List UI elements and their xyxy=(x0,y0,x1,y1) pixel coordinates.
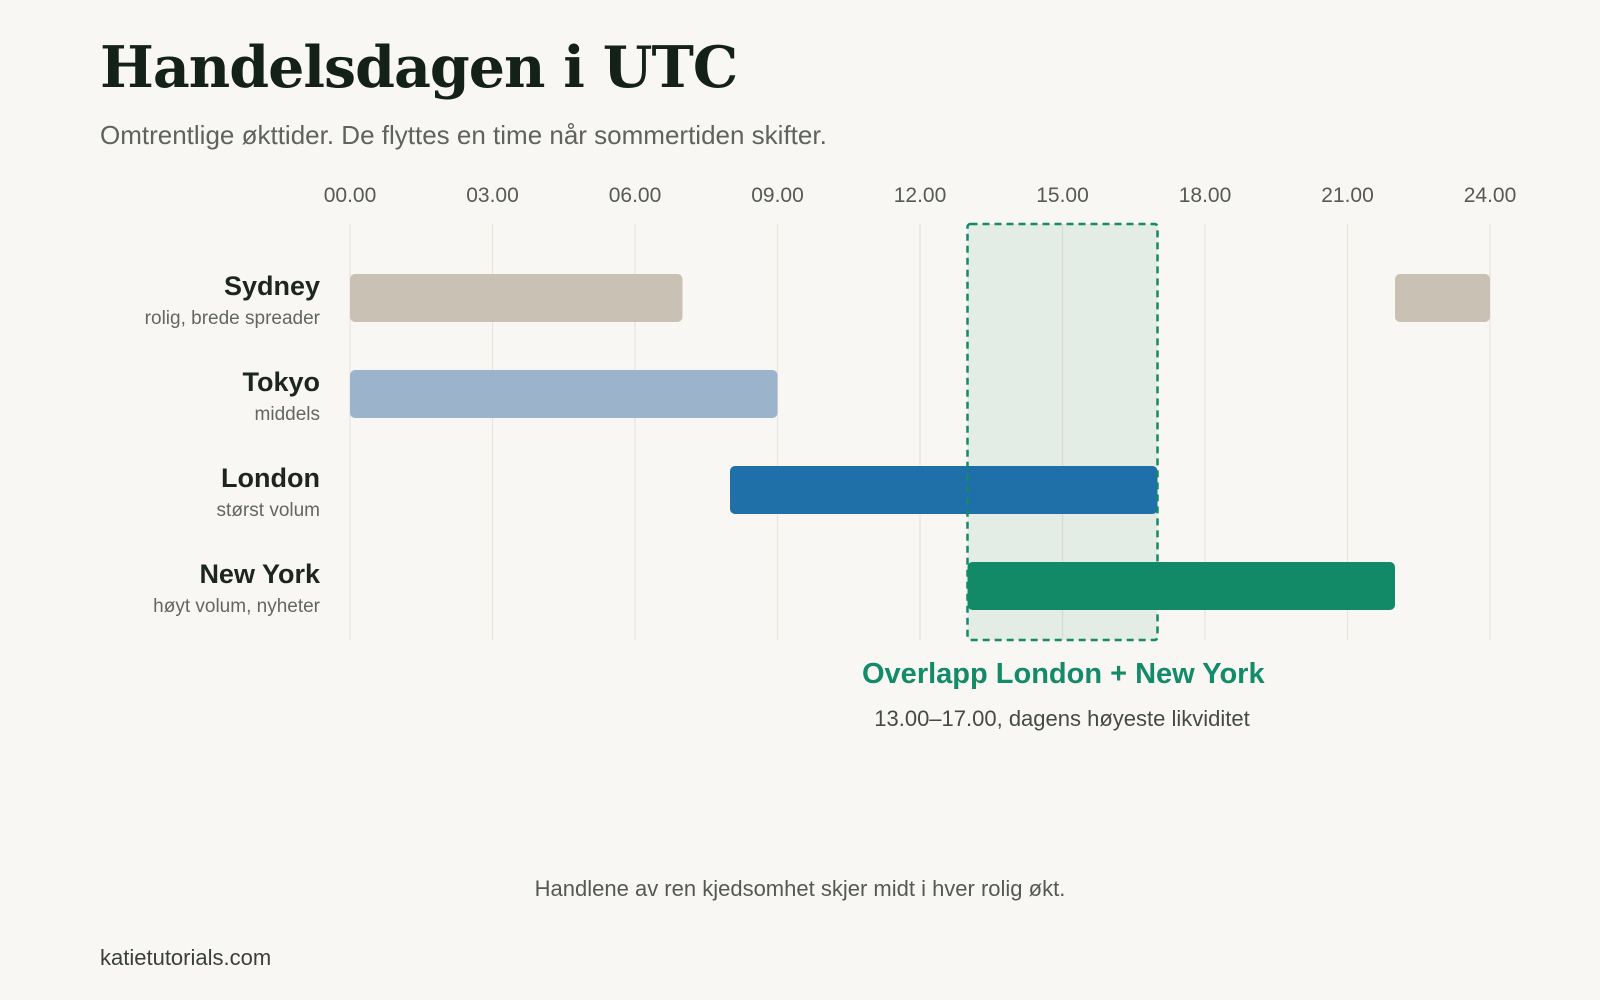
overlap-region xyxy=(967,224,1158,640)
session-name-label: Tokyo xyxy=(242,367,320,397)
x-tick-label: 15.00 xyxy=(1036,184,1089,207)
x-tick-label: 00.00 xyxy=(324,184,377,207)
x-tick-label: 06.00 xyxy=(609,184,662,207)
session-bar xyxy=(350,370,778,418)
x-tick-label: 03.00 xyxy=(466,184,519,207)
session-note-label: rolig, brede spreader xyxy=(145,308,321,329)
x-tick-label: 09.00 xyxy=(751,184,804,207)
x-tick-label: 12.00 xyxy=(894,184,947,207)
session-name-label: New York xyxy=(199,559,321,589)
session-bar xyxy=(1395,274,1490,322)
overlap-outline xyxy=(966,222,1159,642)
session-name-label: London xyxy=(221,463,320,493)
x-tick-label: 18.00 xyxy=(1179,184,1232,207)
x-tick-label: 21.00 xyxy=(1321,184,1374,207)
session-bar xyxy=(350,274,683,322)
session-name-label: Sydney xyxy=(224,271,320,301)
session-chart: 00.00 03.00 06.00 09.00 12.00 15.00 18.00 21.00… xyxy=(145,184,1517,642)
session-note-label: størst volum xyxy=(217,500,320,521)
session-bar xyxy=(730,466,1158,514)
x-tick-label: 24.00 xyxy=(1464,184,1517,207)
session-note-label: høyt volum, nyheter xyxy=(153,596,321,617)
overlap-annotation-title: Overlapp London + New York xyxy=(862,658,1265,690)
chart-title: Handelsdagen i UTC xyxy=(100,34,738,101)
session-bar xyxy=(967,562,1395,610)
overlap-annotation-subtitle: 13.00–17.00, dagens høyeste likviditet xyxy=(874,706,1250,731)
source-credit: katietutorials.com xyxy=(100,945,272,970)
footnote: Handlene av ren kjedsomhet skjer midt i … xyxy=(534,876,1066,901)
session-note-label: middels xyxy=(255,404,320,425)
chart-subtitle: Omtrentlige økttider. De flyttes en time… xyxy=(100,120,827,150)
